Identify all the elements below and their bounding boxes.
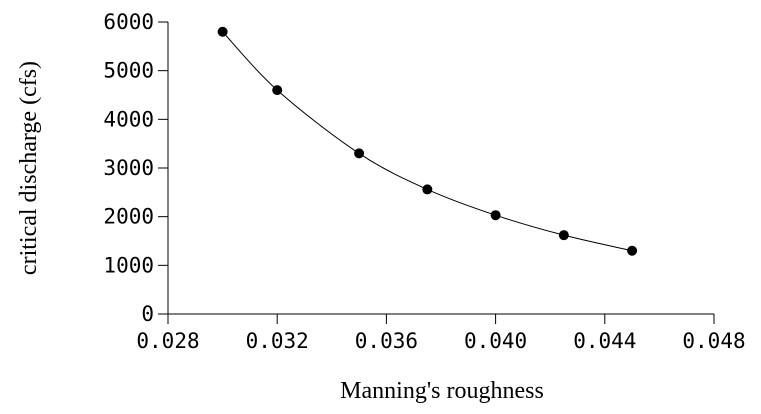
y-axis-ticks: 0 1000 2000 3000 4000 5000 6000 <box>103 10 168 326</box>
y-tick-label: 2000 <box>103 205 154 229</box>
y-tick-label: 0 <box>141 302 154 326</box>
data-point <box>272 85 283 96</box>
data-point <box>627 245 638 256</box>
y-tick-label: 6000 <box>103 10 154 34</box>
x-axis-ticks: 0.028 0.032 0.036 0.040 0.044 0.048 <box>136 314 746 353</box>
x-tick-label: 0.048 <box>682 329 745 353</box>
series-line <box>222 31 633 252</box>
x-axis-label: Manning's roughness <box>340 378 544 404</box>
y-tick-label: 3000 <box>103 156 154 180</box>
x-tick-label: 0.028 <box>136 329 199 353</box>
x-tick-label: 0.044 <box>573 329 636 353</box>
series <box>217 26 638 256</box>
data-point <box>558 230 569 241</box>
x-tick-label: 0.036 <box>355 329 418 353</box>
y-tick-label: 5000 <box>103 59 154 83</box>
x-tick-label: 0.032 <box>246 329 309 353</box>
y-tick-label: 4000 <box>103 107 154 131</box>
data-point <box>217 26 228 37</box>
data-point <box>354 148 365 159</box>
y-tick-label: 1000 <box>103 253 154 277</box>
y-axis-label: critical discharge (cfs) <box>16 61 42 275</box>
axes <box>167 22 714 315</box>
data-point <box>490 210 501 221</box>
x-tick-label: 0.040 <box>464 329 527 353</box>
data-point <box>422 184 433 195</box>
